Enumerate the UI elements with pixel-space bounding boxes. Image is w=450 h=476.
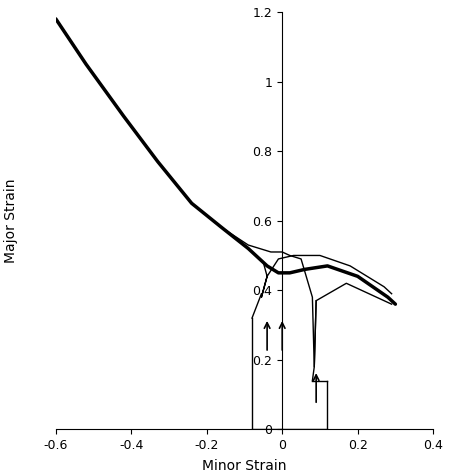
X-axis label: Minor Strain: Minor Strain [202, 458, 287, 473]
Y-axis label: Major Strain: Major Strain [4, 178, 18, 263]
